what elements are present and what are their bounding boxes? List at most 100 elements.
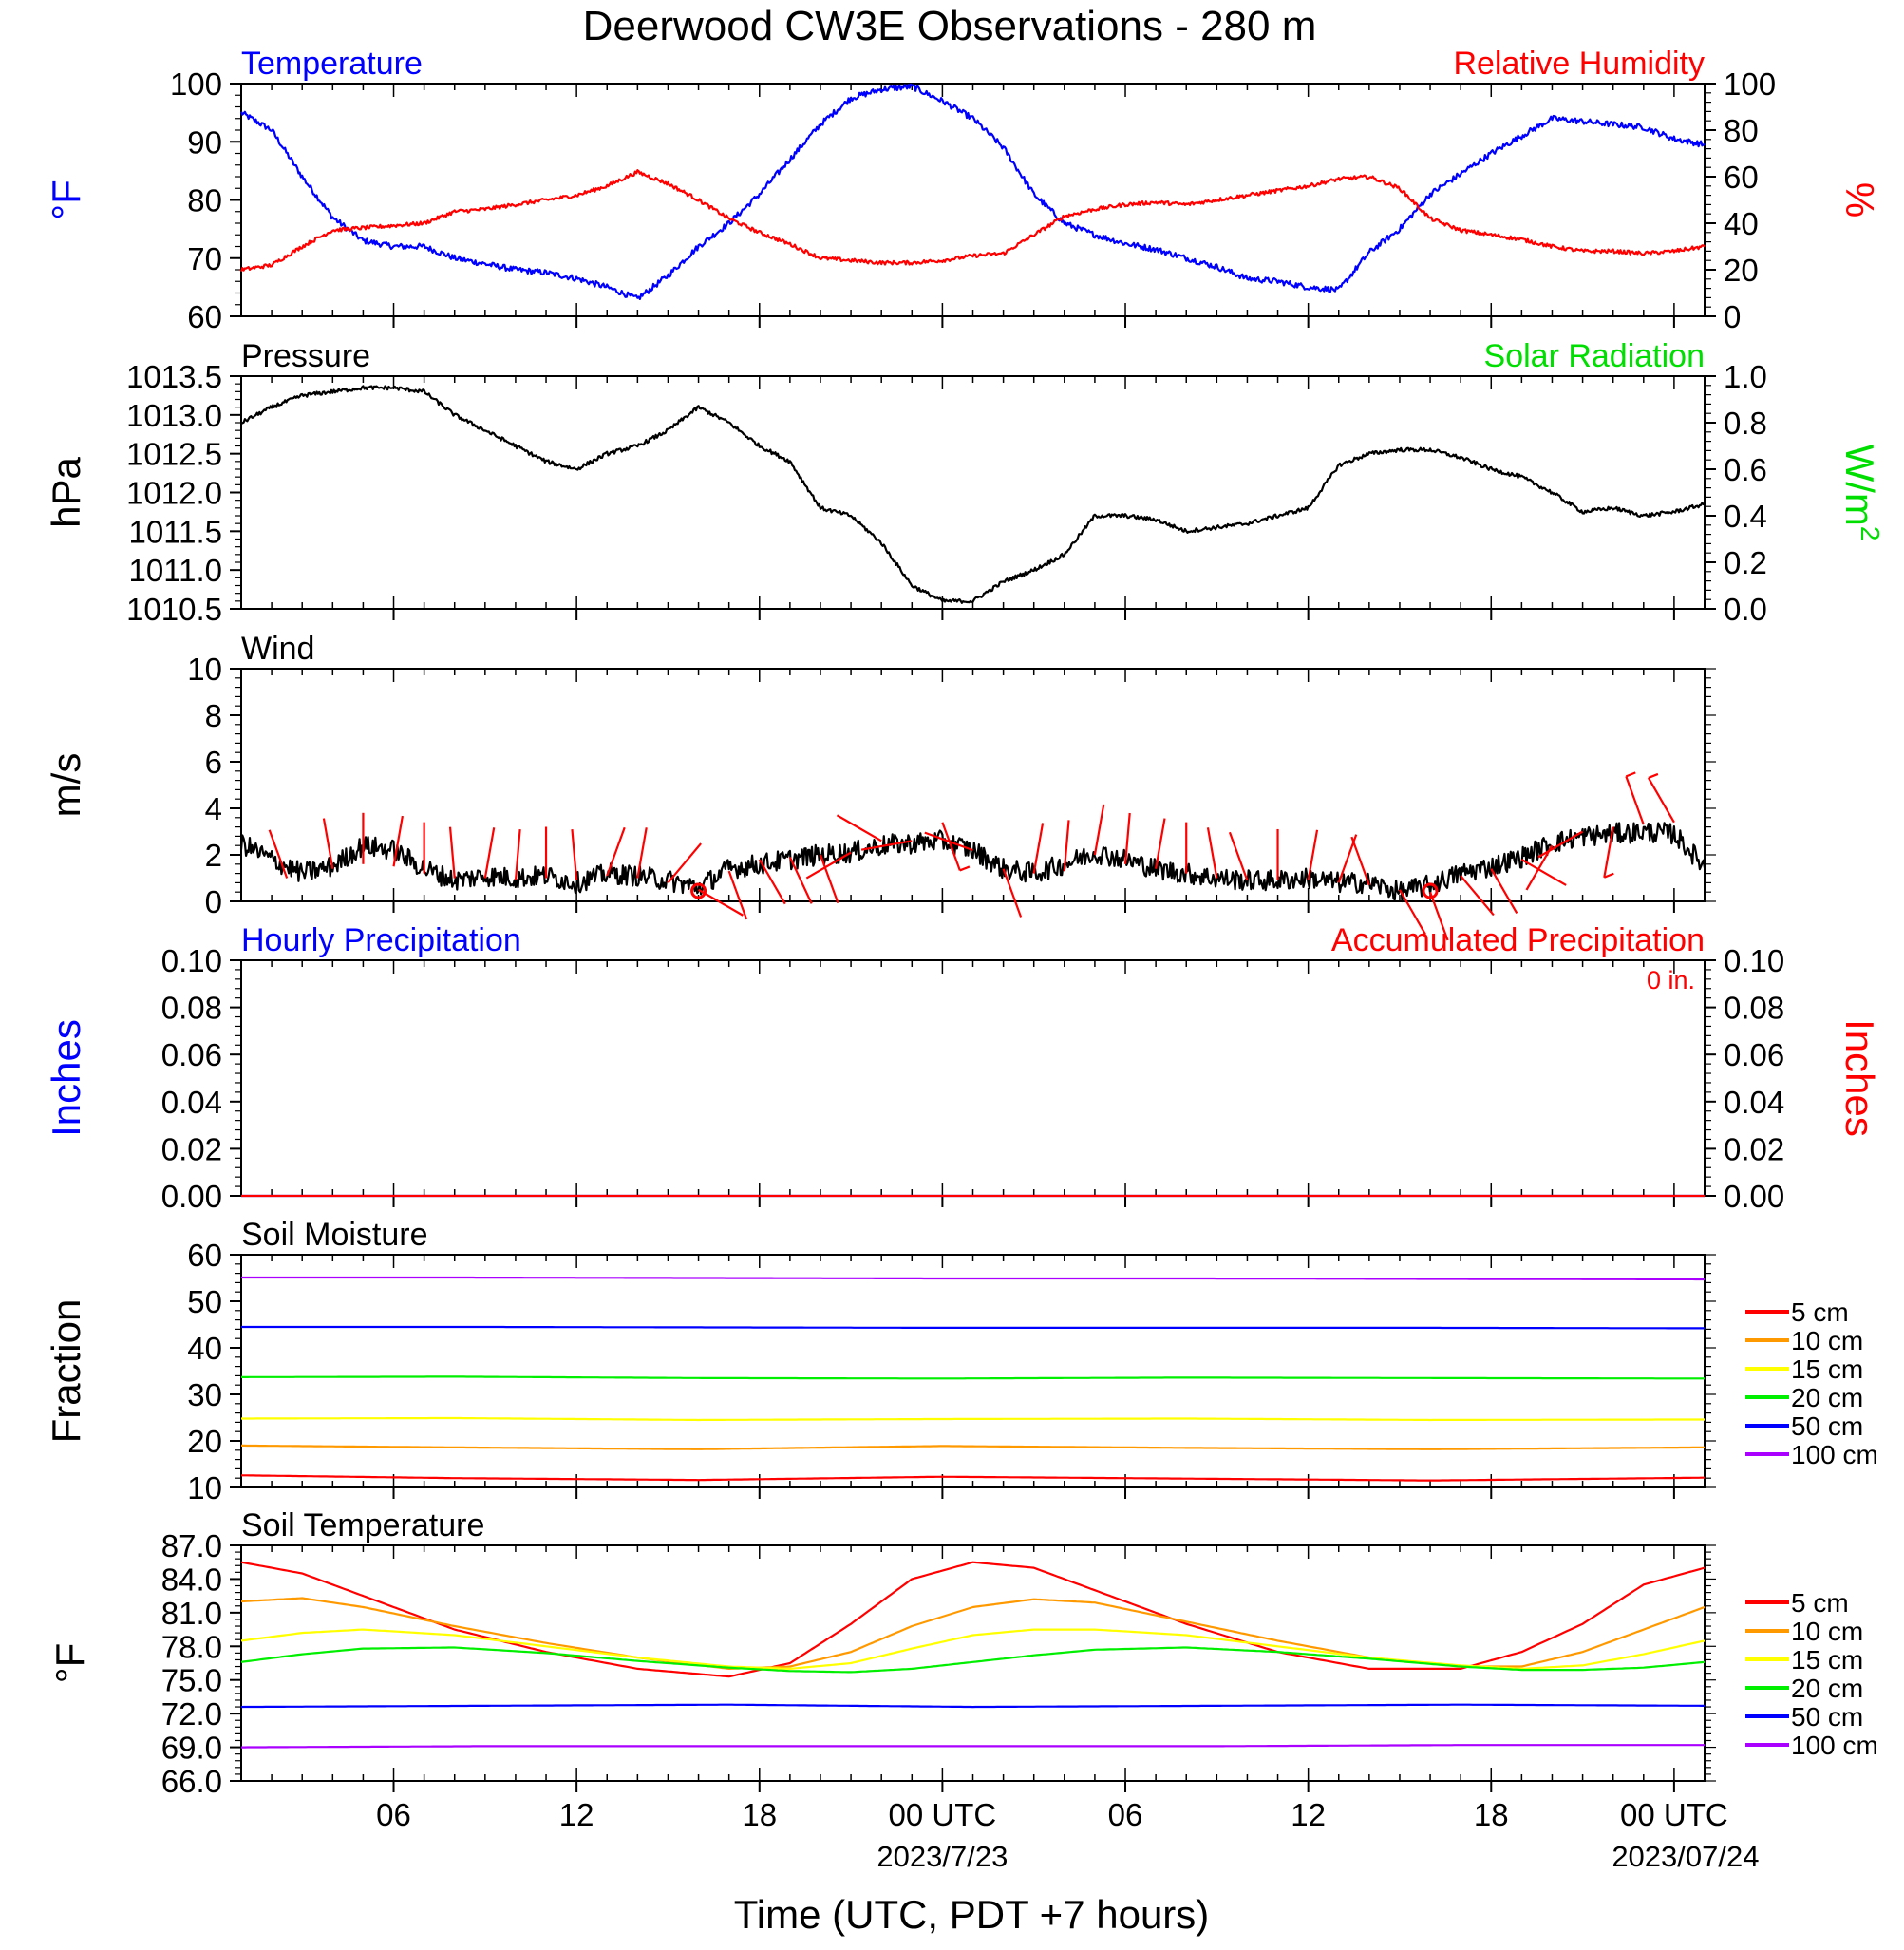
- wind-barb: [1002, 868, 1023, 918]
- wind-barb: [268, 829, 289, 879]
- y-tick-label-left: 72.0: [161, 1696, 222, 1732]
- y-tick-label-right: 0.2: [1724, 545, 1767, 580]
- y-axis-label-left: Fraction: [44, 1299, 88, 1444]
- y-tick-label-left: 10: [187, 652, 222, 687]
- y-tick-label-left: 90: [187, 124, 222, 160]
- wind-barb: [1093, 804, 1105, 856]
- y-tick-label-left: 0.10: [161, 943, 222, 978]
- y-tick-label-left: 40: [187, 1331, 222, 1366]
- wind-barb: [1032, 823, 1045, 874]
- wind-barb: [448, 826, 456, 879]
- series-line-20cm: [240, 1646, 1706, 1674]
- y-tick-label-left: 1011.0: [129, 553, 222, 588]
- y-tick-label-left: 30: [187, 1377, 222, 1412]
- legend-label: 20 cm: [1791, 1674, 1863, 1703]
- series-line-50cm: [241, 1325, 1705, 1330]
- y-axis-label-left: Inches: [44, 1019, 88, 1137]
- panel-title-left: Soil Temperature: [241, 1507, 484, 1543]
- y-tick-label-left: 20: [187, 1424, 222, 1459]
- y-tick-label-right: 0.02: [1724, 1131, 1784, 1166]
- temperature-humidity-panel: 60 70 80 90 100 0 20 40 60 80 100 Temperature Relati…: [44, 46, 1882, 334]
- wind-barb: [571, 829, 578, 881]
- x-date-label: 2023/7/23: [877, 1840, 1008, 1873]
- y-axis-label-left: m/s: [44, 753, 88, 818]
- legend-label: 100 cm: [1791, 1731, 1878, 1760]
- y-tick-label-left: 66.0: [161, 1764, 222, 1799]
- y-tick-label-left: 87.0: [161, 1528, 222, 1563]
- wind-barb: [1399, 889, 1426, 936]
- y-axis-label-left: °F: [44, 180, 88, 219]
- wind-barb-flag: [1625, 771, 1636, 778]
- y-tick-label-right: 1.0: [1724, 359, 1767, 394]
- time-axis: 06 12 18 00 UTC 06 12 18 00 UTC 2023/7/23 2023/07…: [376, 1797, 1759, 1873]
- series-line-5cm: [241, 1474, 1705, 1482]
- y-tick-label-left: 84.0: [161, 1562, 222, 1597]
- series-line-10cm: [240, 1597, 1706, 1671]
- y-tick-label-right: 0.8: [1724, 406, 1767, 441]
- y-tick-label-left: 0.04: [161, 1085, 222, 1120]
- wind-barb: [1429, 891, 1449, 941]
- x-tick-label: 18: [1474, 1797, 1509, 1832]
- panel-title-left: Soil Moisture: [241, 1217, 428, 1253]
- y-tick-label-right: 0.06: [1724, 1037, 1784, 1072]
- y-axis-label-right-text: W/m: [1838, 445, 1882, 526]
- wind-barb: [860, 840, 913, 851]
- legend-label: 15 cm: [1791, 1645, 1863, 1675]
- y-tick-label-right: 40: [1724, 206, 1759, 241]
- y-tick-label-left: 1013.0: [126, 398, 222, 433]
- y-tick-label-right: 0.08: [1724, 991, 1784, 1026]
- legend-label: 10 cm: [1791, 1326, 1863, 1355]
- panel-title-right: Solar Radiation: [1484, 338, 1705, 374]
- y-axis-label-right: W/m2: [1838, 445, 1885, 541]
- series-line-1: [239, 169, 1706, 273]
- y-tick-label-left: 0.00: [161, 1179, 222, 1214]
- series-line-0: [240, 385, 1705, 604]
- wind-barb: [1228, 831, 1249, 881]
- legend-label: 50 cm: [1791, 1702, 1863, 1732]
- y-tick-label-left: 69.0: [161, 1731, 222, 1766]
- series-line-0: [239, 822, 1706, 903]
- panel-title-left: Temperature: [241, 46, 423, 82]
- wind-barb-flag: [1648, 772, 1659, 779]
- y-tick-label-right: 0.10: [1724, 943, 1784, 978]
- wind-panel: 0 2 4 6 8 10 Wind m/s: [44, 631, 1716, 941]
- wind-barb: [1206, 827, 1218, 879]
- y-tick-label-left: 1012.5: [126, 437, 222, 472]
- y-axis-label-right: Inches: [1838, 1019, 1882, 1137]
- wind-barb: [1123, 812, 1131, 864]
- wind-barb: [1647, 777, 1675, 824]
- panel-title-left: Wind: [241, 631, 314, 667]
- y-tick-label-right: 0.0: [1724, 592, 1767, 627]
- y-tick-label-left: 1010.5: [126, 592, 222, 627]
- wind-barb: [1520, 858, 1567, 886]
- y-tick-label-left: 0: [205, 884, 222, 919]
- y-tick-label-left: 1012.0: [126, 476, 222, 511]
- wind-barb: [514, 829, 521, 881]
- plot-frame: [240, 375, 1706, 610]
- wind-barb: [322, 818, 334, 869]
- wind-barb-flag: [1603, 872, 1614, 879]
- wind-barb: [941, 822, 961, 871]
- precipitation-panel: 0.00 0.02 0.04 0.06 0.08 0.10 0.00 0.02 0.04 0.06…: [44, 922, 1882, 1214]
- y-tick-label-left: 6: [205, 745, 222, 780]
- wind-barb: [1460, 875, 1495, 917]
- legend-label: 100 cm: [1791, 1440, 1878, 1469]
- wind-barb: [1307, 829, 1319, 881]
- wind-barb: [924, 831, 973, 852]
- y-tick-label-left: 4: [205, 791, 222, 826]
- y-tick-label-left: 100: [170, 66, 222, 102]
- wind-barb: [819, 854, 839, 904]
- panel-title-left: Hourly Precipitation: [241, 922, 521, 958]
- legend-label: 5 cm: [1791, 1588, 1849, 1618]
- y-tick-label-right: 0.6: [1724, 452, 1767, 487]
- panel-title-left: Pressure: [241, 338, 370, 374]
- calm-wind-circle: [690, 882, 707, 899]
- x-tick-label: 12: [1291, 1797, 1326, 1832]
- y-tick-label-left: 50: [187, 1284, 222, 1319]
- wind-barb: [1537, 830, 1584, 859]
- x-tick-label: 00 UTC: [889, 1797, 997, 1832]
- y-axis-label-left: hPa: [44, 456, 88, 527]
- wind-barb: [836, 814, 882, 842]
- wind-barb: [392, 815, 404, 867]
- y-tick-label-right: 0.00: [1724, 1179, 1784, 1214]
